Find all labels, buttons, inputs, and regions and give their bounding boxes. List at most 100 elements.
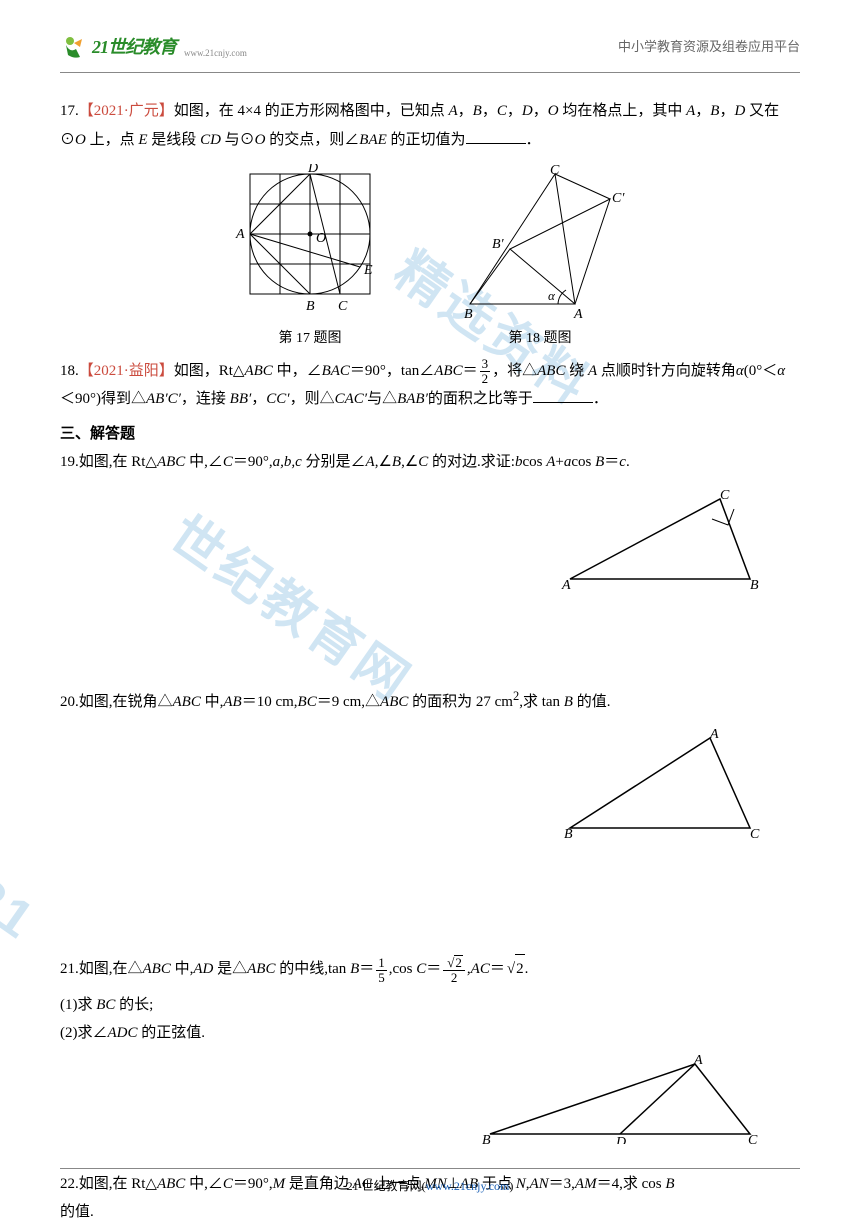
footer-close: ) [509,1179,513,1193]
t: 均在格点上，其中 [559,103,687,119]
t: CD [200,132,221,148]
svg-text:B: B [564,827,573,838]
t: AB [223,694,241,710]
svg-text:B: B [464,307,473,322]
t: CAC′ [335,391,367,407]
svg-text:C′: C′ [612,191,625,206]
t: BC [96,997,115,1013]
logo-text-cn: 21世纪教育 [92,30,176,64]
t: 1 [376,956,387,971]
t: 是△ [213,961,247,977]
t: ，将△ [492,363,537,379]
page-header: 21世纪教育 www.21cnjy.com 中小学教育资源及组卷应用平台 [60,30,800,73]
t: ABC [380,694,408,710]
t: BAC [322,363,350,379]
t: A [588,363,597,379]
t: ，连接 [181,391,230,407]
svg-text:A: A [235,227,245,242]
watermark: 21 [0,850,58,969]
t: + [555,454,563,470]
t: 5 [376,971,387,985]
t: 的中线,tan [275,961,350,977]
t: 的面积为 27 cm [408,694,513,710]
t: CC′ [266,391,289,407]
q17-D: D [522,103,533,119]
q21-frac1: 15 [376,956,387,984]
figure-17-svg: A B C D E O [230,164,390,324]
t: 的正切值为 [387,132,466,148]
t: O [75,132,86,148]
t: 中,∠ [185,454,223,470]
t: 的值. [60,1204,94,1220]
svg-text:B: B [482,1133,491,1144]
t: ABC [244,363,272,379]
t: 中, [201,694,224,710]
q20-num: 20. [60,694,79,710]
figure-20: B C A [560,728,760,838]
t: ABC [434,363,462,379]
t: 如图,在锐角△ [79,694,173,710]
t: B [595,454,604,470]
t: 的长; [115,997,153,1013]
t: C [416,961,426,977]
t: 2 [449,971,460,985]
figure-17: A B C D E O 第 17 题图 [230,164,390,353]
t: ,∠ [401,454,418,470]
t: ， [482,103,497,119]
t: ＝90°，tan∠ [350,363,434,379]
svg-text:A: A [709,728,719,742]
q18-num: 18. [60,363,79,379]
q18-blank [533,388,593,403]
q17-blank [466,129,526,144]
t: 是线段 [148,132,201,148]
t: ＝ [359,961,374,977]
svg-text:A: A [561,578,571,589]
t: ,∠ [375,454,392,470]
t: c [619,454,626,470]
svg-text:C: C [338,299,348,314]
t: cos [571,454,595,470]
t: 如图,在 Rt△ [79,454,157,470]
q17-A: A [448,103,457,119]
t: (2)求∠ [60,1025,108,1041]
footer-link: www.21cnjy.com [426,1179,510,1193]
header-right-text: 中小学教育资源及组卷应用平台 [618,35,800,60]
t: 上，点 [86,132,139,148]
svg-text:E: E [363,263,373,278]
figure-19: A B C [560,489,760,589]
t: ＝ [463,363,478,379]
t: ． [526,132,541,148]
t: B [350,961,359,977]
t: ． [593,391,608,407]
q21-part1: (1)求 BC 的长; [60,991,800,1020]
t: 2 [515,954,525,984]
t: 点顺时针方向旋转角 [597,363,736,379]
question-17: 17.【2021·广元】如图，在 4×4 的正方形网格图中，已知点 A，B，C，… [60,97,800,154]
t: O [255,132,266,148]
t: ， [719,103,734,119]
t: BB′ [230,391,252,407]
t: ADC [108,1025,138,1041]
t: 分别是∠ [302,454,366,470]
t: C [418,454,428,470]
t: ABC [537,363,565,379]
q17-text: 如图，在 4×4 的正方形网格图中，已知点 [174,103,449,119]
q17-tag: 【2021·广元】 [79,103,174,119]
q18-tag: 【2021·益阳】 [79,363,174,379]
svg-text:C: C [748,1133,758,1144]
svg-text:A: A [693,1054,703,1068]
t: ABC [247,961,275,977]
svg-text:D: D [615,1135,626,1144]
content: 17.【2021·广元】如图，在 4×4 的正方形网格图中，已知点 A，B，C，… [60,97,800,1227]
svg-text:C: C [720,489,730,503]
t: ＝ [490,961,505,977]
t: ，则△ [290,391,335,407]
t: α [777,363,785,379]
t: 与⊙ [221,132,255,148]
logo-text-url: www.21cnjy.com [184,45,247,62]
t: D [734,103,745,119]
q17-O: O [548,103,559,119]
logo: 21世纪教育 www.21cnjy.com [60,30,247,64]
t: A [546,454,555,470]
q17-B: B [473,103,482,119]
